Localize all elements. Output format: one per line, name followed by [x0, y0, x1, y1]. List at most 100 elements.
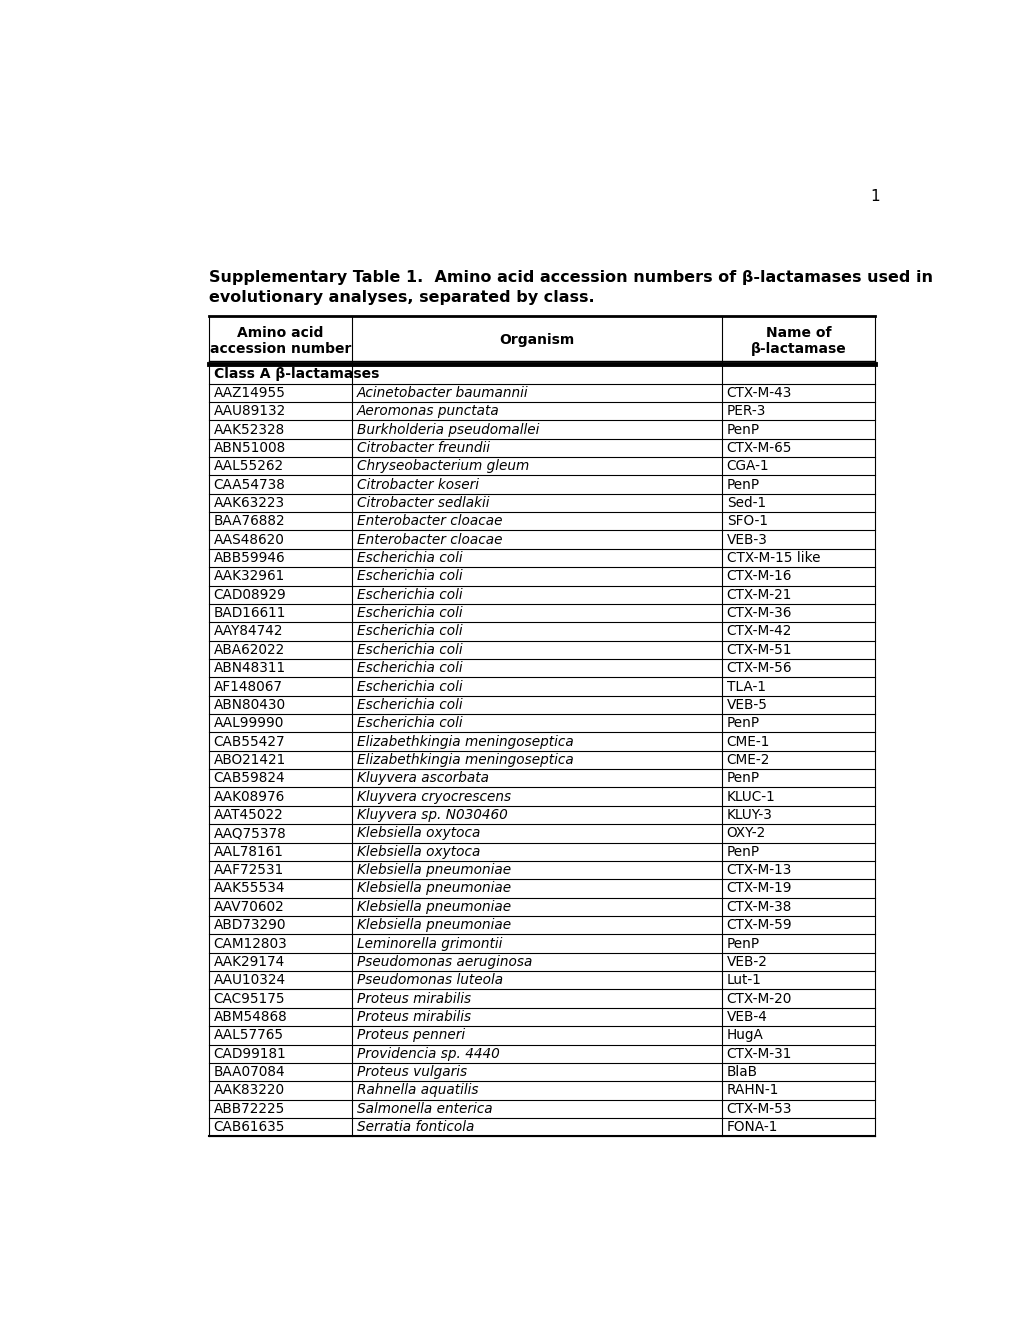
Text: Proteus vulgaris: Proteus vulgaris: [357, 1065, 467, 1078]
Text: Escherichia coli: Escherichia coli: [357, 680, 462, 693]
Text: AAY84742: AAY84742: [213, 624, 282, 639]
Text: CTX-M-43: CTX-M-43: [726, 385, 792, 400]
Text: VEB-4: VEB-4: [726, 1010, 767, 1024]
Text: Escherichia coli: Escherichia coli: [357, 569, 462, 583]
Text: CTX-M-51: CTX-M-51: [726, 643, 792, 657]
Text: ABD73290: ABD73290: [213, 919, 285, 932]
Text: Enterobacter cloacae: Enterobacter cloacae: [357, 515, 501, 528]
Text: Citrobacter freundii: Citrobacter freundii: [357, 441, 489, 455]
Text: CTX-M-65: CTX-M-65: [726, 441, 792, 455]
Text: CAC95175: CAC95175: [213, 991, 285, 1006]
Text: PER-3: PER-3: [726, 404, 765, 418]
Text: PenP: PenP: [726, 937, 759, 950]
Text: CME-2: CME-2: [726, 752, 769, 767]
Text: Pseudomonas luteola: Pseudomonas luteola: [357, 973, 502, 987]
Text: VEB-3: VEB-3: [726, 533, 767, 546]
Text: Rahnella aquatilis: Rahnella aquatilis: [357, 1084, 478, 1097]
Text: BlaB: BlaB: [726, 1065, 757, 1078]
Text: AAK55534: AAK55534: [213, 882, 284, 895]
Text: AAK63223: AAK63223: [213, 496, 284, 510]
Text: CAB55427: CAB55427: [213, 735, 285, 748]
Text: FONA-1: FONA-1: [726, 1121, 777, 1134]
Text: Klebsiella pneumoniae: Klebsiella pneumoniae: [357, 900, 511, 913]
Text: Class A β-lactamases: Class A β-lactamases: [213, 367, 378, 380]
Text: AAV70602: AAV70602: [213, 900, 284, 913]
Text: Amino acid: Amino acid: [237, 326, 323, 341]
Text: Proteus penneri: Proteus penneri: [357, 1028, 465, 1043]
Text: CTX-M-31: CTX-M-31: [726, 1047, 792, 1061]
Text: CAD99181: CAD99181: [213, 1047, 286, 1061]
Text: AAL78161: AAL78161: [213, 845, 283, 859]
Text: Klebsiella pneumoniae: Klebsiella pneumoniae: [357, 882, 511, 895]
Text: AAF72531: AAF72531: [213, 863, 283, 876]
Text: Escherichia coli: Escherichia coli: [357, 698, 462, 711]
Text: VEB-2: VEB-2: [726, 954, 767, 969]
Text: CTX-M-56: CTX-M-56: [726, 661, 792, 675]
Text: Kluyvera sp. N030460: Kluyvera sp. N030460: [357, 808, 507, 822]
Text: Citrobacter koseri: Citrobacter koseri: [357, 478, 478, 491]
Text: CTX-M-20: CTX-M-20: [726, 991, 792, 1006]
Text: CTX-M-36: CTX-M-36: [726, 606, 792, 620]
Text: SFO-1: SFO-1: [726, 515, 767, 528]
Text: AAZ14955: AAZ14955: [213, 385, 285, 400]
Text: Escherichia coli: Escherichia coli: [357, 661, 462, 675]
Text: HugA: HugA: [726, 1028, 763, 1043]
Text: PenP: PenP: [726, 771, 759, 785]
Text: AAL55262: AAL55262: [213, 459, 283, 474]
Text: Kluyvera ascorbata: Kluyvera ascorbata: [357, 771, 488, 785]
Text: Kluyvera cryocrescens: Kluyvera cryocrescens: [357, 789, 511, 804]
Text: Supplementary Table 1.  Amino acid accession numbers of β-lactamases used in: Supplementary Table 1. Amino acid access…: [209, 271, 932, 285]
Text: Lut-1: Lut-1: [726, 973, 761, 987]
Text: Escherichia coli: Escherichia coli: [357, 624, 462, 639]
Text: Klebsiella oxytoca: Klebsiella oxytoca: [357, 845, 480, 859]
Text: AAK08976: AAK08976: [213, 789, 284, 804]
Text: AAK83220: AAK83220: [213, 1084, 284, 1097]
Text: ABB59946: ABB59946: [213, 550, 285, 565]
Text: Escherichia coli: Escherichia coli: [357, 606, 462, 620]
Text: Pseudomonas aeruginosa: Pseudomonas aeruginosa: [357, 954, 532, 969]
Text: Escherichia coli: Escherichia coli: [357, 717, 462, 730]
Text: Escherichia coli: Escherichia coli: [357, 550, 462, 565]
Text: evolutionary analyses, separated by class.: evolutionary analyses, separated by clas…: [209, 290, 594, 305]
Text: Elizabethkingia meningoseptica: Elizabethkingia meningoseptica: [357, 735, 573, 748]
Text: CAM12803: CAM12803: [213, 937, 287, 950]
Text: AAL57765: AAL57765: [213, 1028, 283, 1043]
Text: Enterobacter cloacae: Enterobacter cloacae: [357, 533, 501, 546]
Text: AAK52328: AAK52328: [213, 422, 284, 437]
Text: AAQ75378: AAQ75378: [213, 826, 286, 841]
Text: Sed-1: Sed-1: [726, 496, 765, 510]
Text: ABM54868: ABM54868: [213, 1010, 287, 1024]
Text: accession number: accession number: [210, 342, 351, 356]
Text: PenP: PenP: [726, 845, 759, 859]
Text: Serratia fonticola: Serratia fonticola: [357, 1121, 474, 1134]
Text: CAD08929: CAD08929: [213, 587, 286, 602]
Text: CTX-M-19: CTX-M-19: [726, 882, 792, 895]
Text: 1: 1: [869, 189, 879, 205]
Text: Leminorella grimontii: Leminorella grimontii: [357, 937, 501, 950]
Text: KLUC-1: KLUC-1: [726, 789, 774, 804]
Text: CAA54738: CAA54738: [213, 478, 285, 491]
Text: Escherichia coli: Escherichia coli: [357, 643, 462, 657]
Text: β-lactamase: β-lactamase: [750, 342, 846, 356]
Text: ABN51008: ABN51008: [213, 441, 285, 455]
Text: Acinetobacter baumannii: Acinetobacter baumannii: [357, 385, 528, 400]
Text: AAU89132: AAU89132: [213, 404, 285, 418]
Text: Klebsiella oxytoca: Klebsiella oxytoca: [357, 826, 480, 841]
Text: CTX-M-16: CTX-M-16: [726, 569, 792, 583]
Text: KLUY-3: KLUY-3: [726, 808, 771, 822]
Text: Proteus mirabilis: Proteus mirabilis: [357, 1010, 471, 1024]
Text: RAHN-1: RAHN-1: [726, 1084, 779, 1097]
Text: Klebsiella pneumoniae: Klebsiella pneumoniae: [357, 863, 511, 876]
Text: Name of: Name of: [765, 326, 830, 341]
Text: CTX-M-59: CTX-M-59: [726, 919, 792, 932]
Text: Providencia sp. 4440: Providencia sp. 4440: [357, 1047, 499, 1061]
Text: Salmonella enterica: Salmonella enterica: [357, 1102, 492, 1115]
Text: Escherichia coli: Escherichia coli: [357, 587, 462, 602]
Text: CTX-M-53: CTX-M-53: [726, 1102, 792, 1115]
Text: PenP: PenP: [726, 478, 759, 491]
Text: ABN48311: ABN48311: [213, 661, 285, 675]
Text: Klebsiella pneumoniae: Klebsiella pneumoniae: [357, 919, 511, 932]
Text: ABN80430: ABN80430: [213, 698, 285, 711]
Text: ABB72225: ABB72225: [213, 1102, 284, 1115]
Text: CTX-M-15 like: CTX-M-15 like: [726, 550, 819, 565]
